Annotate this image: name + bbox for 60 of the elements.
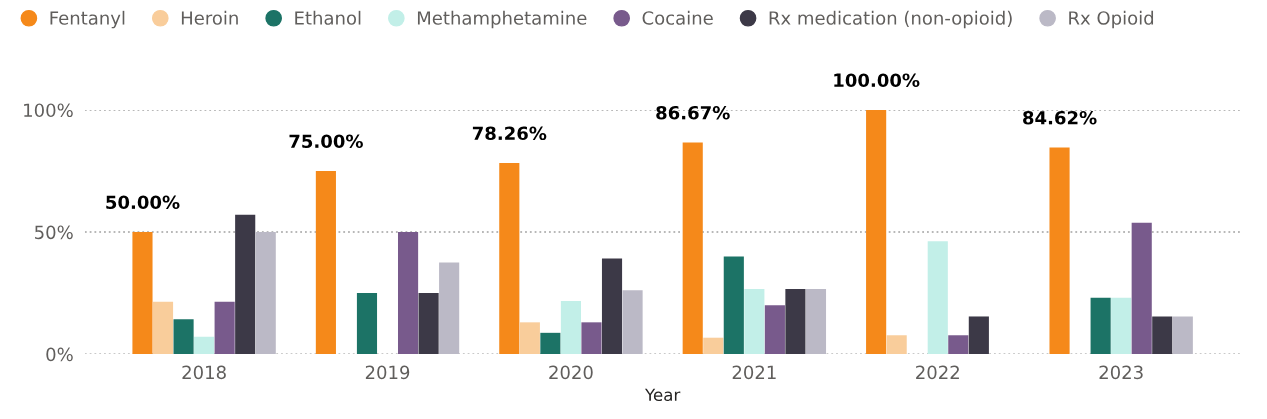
bar [235,214,256,355]
data-label: 50.00% [106,195,180,210]
bar [622,290,643,355]
x-axis-title: Year [644,388,681,402]
bar [785,288,806,355]
bar [255,232,276,355]
x-tick-label: 2022 [916,365,959,380]
bar [439,262,460,355]
bar [132,232,153,355]
bar [315,171,336,355]
bar [1131,222,1152,355]
bar [499,163,520,355]
bar [560,301,581,355]
y-tick-label: 50% [35,225,73,240]
bar [682,142,703,355]
bar [968,316,989,355]
legend-label: Fentanyl [50,10,125,29]
x-tick-label: 2018 [182,365,226,380]
bar [1090,297,1111,355]
data-label: 100.00% [834,73,920,88]
data-label: 84.62% [1023,110,1097,125]
legend-label: Heroin [181,10,238,25]
bar [601,258,623,355]
bar [703,337,724,355]
legend-label: Rx medication (non-opioid) [769,10,1012,29]
bar [194,336,215,355]
bar [1152,316,1173,355]
bar [927,241,948,355]
bar [1172,316,1193,355]
y-tick-label: 0% [46,347,73,362]
bar [540,332,561,355]
bar [886,335,907,355]
bar [398,232,419,355]
legend-label: Cocaine [642,10,713,25]
legend-label: Methamphetamine [417,10,587,29]
bar [581,322,602,355]
y-tick-label: 100% [24,103,73,118]
x-tick-label: 2019 [365,365,410,380]
bar [214,301,235,355]
bar [356,293,378,355]
data-label: 75.00% [289,134,363,149]
bar [744,288,765,355]
bar [152,301,174,355]
bar [764,305,785,355]
bar [418,293,439,355]
legend-label: Rx Opioid [1069,10,1154,29]
bar [805,288,827,355]
x-tick-label: 2021 [732,365,776,380]
bar [1111,297,1132,355]
bar [723,256,744,355]
data-label: 78.26% [472,126,547,141]
x-tick-label: 2020 [549,365,593,380]
legend-label: Ethanol [295,10,361,25]
bar [1049,147,1070,355]
bar [866,109,887,355]
data-label: 86.67% [656,105,730,120]
bar [519,322,540,355]
bar [173,319,194,355]
x-tick-label: 2023 [1099,365,1143,380]
bar [948,335,969,355]
